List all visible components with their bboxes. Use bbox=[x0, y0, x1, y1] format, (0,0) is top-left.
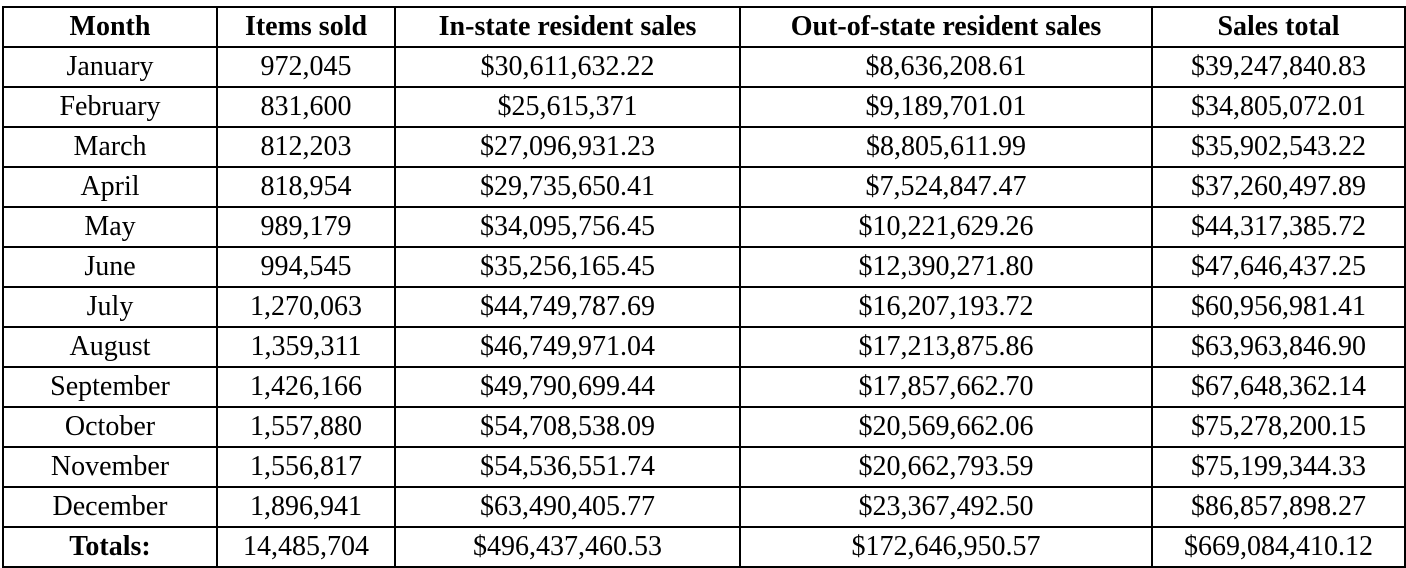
out-of-state-sales-cell: $17,857,662.70 bbox=[739, 366, 1153, 408]
items-sold-cell: 831,600 bbox=[216, 86, 396, 128]
sales-total-cell: $39,247,840.83 bbox=[1151, 46, 1406, 88]
month-cell: March bbox=[2, 126, 218, 168]
items-sold-cell: 989,179 bbox=[216, 206, 396, 248]
out-of-state-sales-cell: $20,569,662.06 bbox=[739, 406, 1153, 448]
items-sold-cell: 1,426,166 bbox=[216, 366, 396, 408]
in-state-sales-cell: $35,256,165.45 bbox=[394, 246, 741, 288]
header-out-of-state-sales: Out-of-state resident sales bbox=[739, 6, 1153, 48]
sales-total-cell: $37,260,497.89 bbox=[1151, 166, 1406, 208]
totals-label: Totals: bbox=[2, 526, 218, 568]
sales-total-cell: $67,648,362.14 bbox=[1151, 366, 1406, 408]
in-state-sales-cell: $49,790,699.44 bbox=[394, 366, 741, 408]
sales-total-cell: $75,199,344.33 bbox=[1151, 446, 1406, 488]
header-in-state-sales: In-state resident sales bbox=[394, 6, 741, 48]
table-row: September 1,426,166 $49,790,699.44 $17,857,… bbox=[2, 366, 1406, 408]
in-state-sales-cell: $44,749,787.69 bbox=[394, 286, 741, 328]
total-out-of-state-sales: $172,646,950.57 bbox=[739, 526, 1153, 568]
header-month: Month bbox=[2, 6, 218, 48]
out-of-state-sales-cell: $10,221,629.26 bbox=[739, 206, 1153, 248]
items-sold-cell: 1,557,880 bbox=[216, 406, 396, 448]
table-row: April 818,954 $29,735,650.41 $7,524,847.47 $… bbox=[2, 166, 1406, 208]
sales-total-cell: $34,805,072.01 bbox=[1151, 86, 1406, 128]
out-of-state-sales-cell: $16,207,193.72 bbox=[739, 286, 1153, 328]
in-state-sales-cell: $46,749,971.04 bbox=[394, 326, 741, 368]
items-sold-cell: 1,896,941 bbox=[216, 486, 396, 528]
table-header: Month Items sold In-state resident sales… bbox=[2, 6, 1406, 48]
in-state-sales-cell: $27,096,931.23 bbox=[394, 126, 741, 168]
items-sold-cell: 818,954 bbox=[216, 166, 396, 208]
table-row: November 1,556,817 $54,536,551.74 $20,662,7… bbox=[2, 446, 1406, 488]
month-cell: September bbox=[2, 366, 218, 408]
header-row: Month Items sold In-state resident sales… bbox=[2, 6, 1406, 48]
in-state-sales-cell: $63,490,405.77 bbox=[394, 486, 741, 528]
in-state-sales-cell: $34,095,756.45 bbox=[394, 206, 741, 248]
table-row: August 1,359,311 $46,749,971.04 $17,213,875… bbox=[2, 326, 1406, 368]
table-row: July 1,270,063 $44,749,787.69 $16,207,193.7… bbox=[2, 286, 1406, 328]
in-state-sales-cell: $30,611,632.22 bbox=[394, 46, 741, 88]
grand-sales-total: $669,084,410.12 bbox=[1151, 526, 1406, 568]
items-sold-cell: 1,359,311 bbox=[216, 326, 396, 368]
sales-total-cell: $44,317,385.72 bbox=[1151, 206, 1406, 248]
sales-total-cell: $35,902,543.22 bbox=[1151, 126, 1406, 168]
out-of-state-sales-cell: $17,213,875.86 bbox=[739, 326, 1153, 368]
out-of-state-sales-cell: $12,390,271.80 bbox=[739, 246, 1153, 288]
table-row: February 831,600 $25,615,371 $9,189,701.01 $… bbox=[2, 86, 1406, 128]
sales-total-cell: $60,956,981.41 bbox=[1151, 286, 1406, 328]
header-sales-total: Sales total bbox=[1151, 6, 1406, 48]
table-row: March 812,203 $27,096,931.23 $8,805,611.99 $… bbox=[2, 126, 1406, 168]
sales-total-cell: $75,278,200.15 bbox=[1151, 406, 1406, 448]
items-sold-cell: 1,270,063 bbox=[216, 286, 396, 328]
month-cell: October bbox=[2, 406, 218, 448]
total-items-sold: 14,485,704 bbox=[216, 526, 396, 568]
sales-total-cell: $86,857,898.27 bbox=[1151, 486, 1406, 528]
monthly-sales-table: Month Items sold In-state resident sales… bbox=[2, 6, 1406, 568]
sales-total-cell: $47,646,437.25 bbox=[1151, 246, 1406, 288]
table-row: June 994,545 $35,256,165.45 $12,390,271.80 $… bbox=[2, 246, 1406, 288]
items-sold-cell: 994,545 bbox=[216, 246, 396, 288]
items-sold-cell: 972,045 bbox=[216, 46, 396, 88]
month-cell: January bbox=[2, 46, 218, 88]
out-of-state-sales-cell: $8,805,611.99 bbox=[739, 126, 1153, 168]
month-cell: February bbox=[2, 86, 218, 128]
table-row: May 989,179 $34,095,756.45 $10,221,629.26 $4… bbox=[2, 206, 1406, 248]
in-state-sales-cell: $54,536,551.74 bbox=[394, 446, 741, 488]
month-cell: August bbox=[2, 326, 218, 368]
out-of-state-sales-cell: $8,636,208.61 bbox=[739, 46, 1153, 88]
out-of-state-sales-cell: $20,662,793.59 bbox=[739, 446, 1153, 488]
out-of-state-sales-cell: $23,367,492.50 bbox=[739, 486, 1153, 528]
total-in-state-sales: $496,437,460.53 bbox=[394, 526, 741, 568]
table-row: January 972,045 $30,611,632.22 $8,636,208.6… bbox=[2, 46, 1406, 88]
month-cell: December bbox=[2, 486, 218, 528]
in-state-sales-cell: $29,735,650.41 bbox=[394, 166, 741, 208]
month-cell: June bbox=[2, 246, 218, 288]
month-cell: April bbox=[2, 166, 218, 208]
in-state-sales-cell: $25,615,371 bbox=[394, 86, 741, 128]
table-row: December 1,896,941 $63,490,405.77 $23,367,4… bbox=[2, 486, 1406, 528]
table-body: January 972,045 $30,611,632.22 $8,636,208.6… bbox=[2, 46, 1406, 568]
out-of-state-sales-cell: $9,189,701.01 bbox=[739, 86, 1153, 128]
month-cell: November bbox=[2, 446, 218, 488]
sales-total-cell: $63,963,846.90 bbox=[1151, 326, 1406, 368]
in-state-sales-cell: $54,708,538.09 bbox=[394, 406, 741, 448]
out-of-state-sales-cell: $7,524,847.47 bbox=[739, 166, 1153, 208]
month-cell: May bbox=[2, 206, 218, 248]
header-items-sold: Items sold bbox=[216, 6, 396, 48]
table-row: October 1,557,880 $54,708,538.09 $20,569,66… bbox=[2, 406, 1406, 448]
totals-row: Totals: 14,485,704 $496,437,460.53 $172,646… bbox=[2, 526, 1406, 568]
items-sold-cell: 812,203 bbox=[216, 126, 396, 168]
month-cell: July bbox=[2, 286, 218, 328]
items-sold-cell: 1,556,817 bbox=[216, 446, 396, 488]
